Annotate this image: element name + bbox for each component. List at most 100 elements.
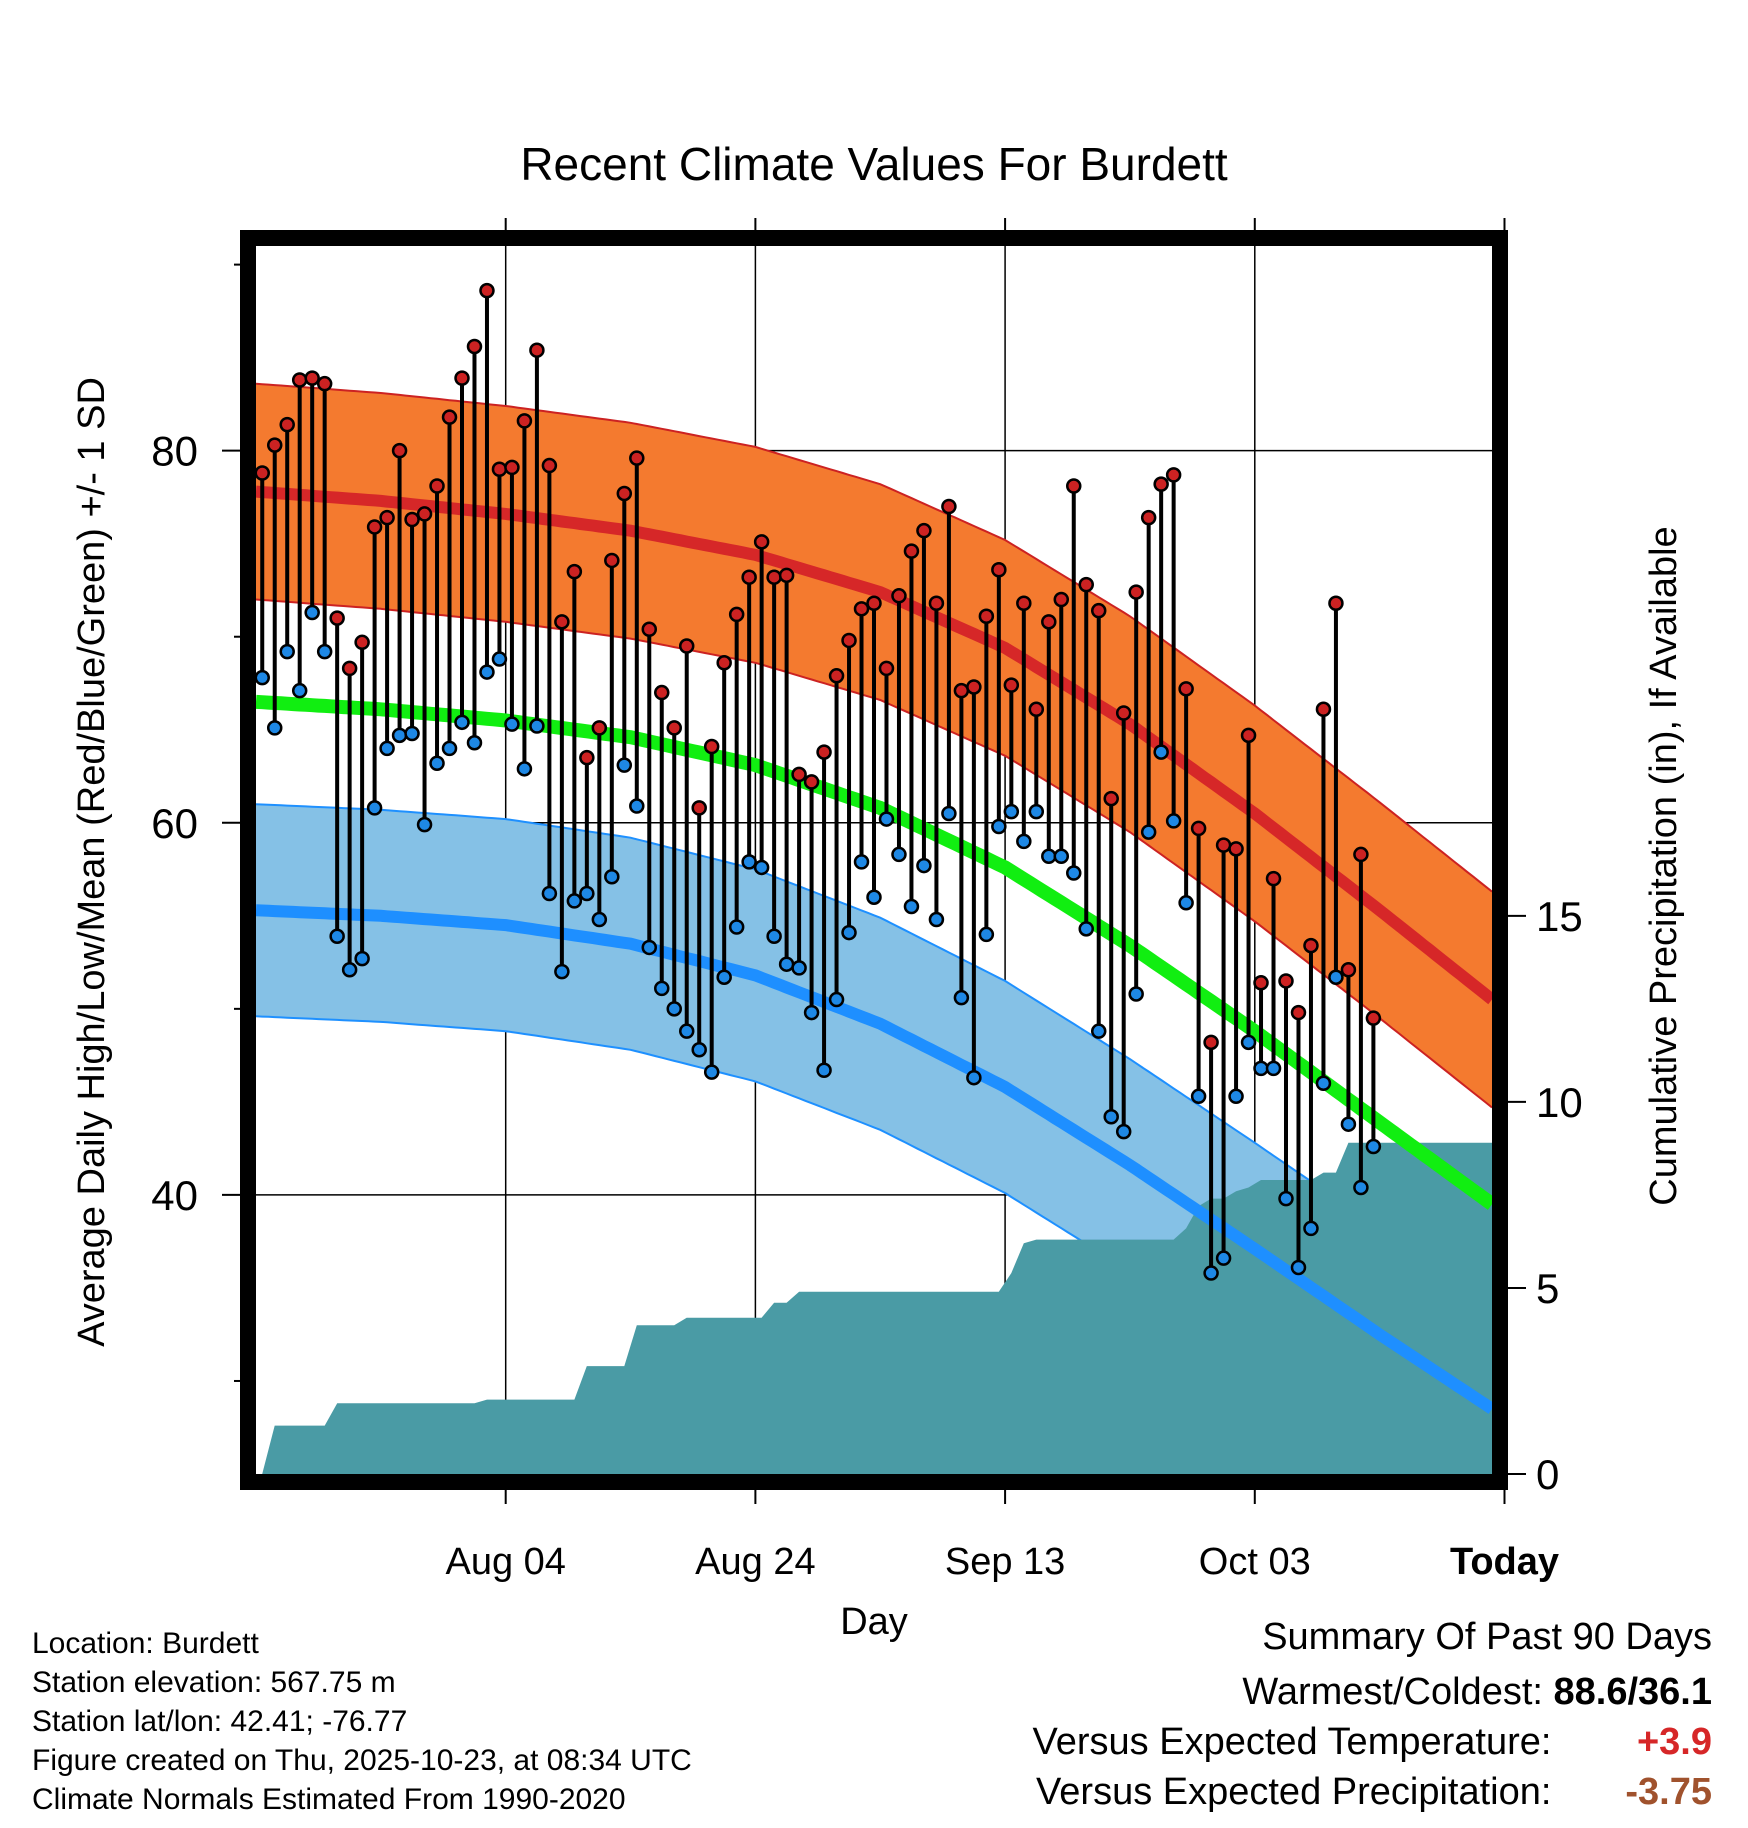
daily-low-point [466, 735, 483, 751]
daily-low-point [803, 1004, 820, 1021]
daily-low-point [828, 991, 845, 1008]
daily-high-point [266, 437, 283, 453]
daily-low-point [691, 1042, 707, 1058]
daily-low-point [529, 718, 545, 734]
daily-high-point [1128, 584, 1144, 600]
daily-high-point [928, 595, 945, 611]
daily-low-point [1190, 1088, 1207, 1105]
daily-high-point [1115, 705, 1132, 721]
daily-high-point [1003, 677, 1020, 693]
daily-high-point [666, 720, 682, 736]
daily-low-point [1140, 824, 1157, 840]
precip-deviation-row: Versus Expected Precipitation: -3.75 [1033, 1767, 1712, 1817]
daily-high-point [678, 638, 695, 654]
temp-deviation-label: Versus Expected Temperature: [1032, 1721, 1552, 1763]
daily-high-point [466, 338, 483, 355]
daily-high-point [1178, 681, 1194, 697]
plot-frame [240, 230, 1508, 1490]
daily-low-point [1203, 1265, 1219, 1281]
daily-low-point [1053, 848, 1070, 865]
daily-low-point [454, 714, 470, 731]
daily-high-point [404, 511, 420, 528]
daily-high-point [616, 485, 633, 502]
x-tick-label: Sep 13 [945, 1541, 1065, 1583]
daily-high-point [604, 552, 620, 569]
warmest-label: Warmest/Coldest: [1242, 1671, 1543, 1713]
daily-high-point [753, 534, 770, 550]
daily-low-point [1253, 1060, 1269, 1077]
daily-low-point [878, 811, 895, 827]
x-tick-label: Today [1450, 1541, 1559, 1583]
daily-low-point [441, 740, 458, 757]
daily-high-point [1066, 478, 1082, 494]
daily-high-point [291, 372, 308, 388]
y2-axis-label: Cumulative Precipitation (in), If Availa… [1643, 526, 1685, 1205]
daily-low-point [841, 924, 857, 941]
daily-high-point [816, 744, 832, 760]
daily-high-point [903, 543, 920, 559]
daily-low-point [616, 757, 633, 773]
daily-low-point [579, 885, 595, 902]
daily-low-point [366, 800, 383, 816]
daily-high-point [691, 800, 707, 816]
temp-deviation-row: Versus Expected Temperature: +3.9 [1033, 1717, 1712, 1767]
daily-low-point [1215, 1250, 1232, 1266]
chart-title: Recent Climate Values For Burdett [520, 138, 1228, 190]
x-axis-label: Day [840, 1601, 908, 1643]
precip-area [262, 1142, 1492, 1474]
x-tick-label: Aug 24 [695, 1541, 815, 1583]
y2-tick-label: 5 [1536, 1265, 1559, 1312]
daily-low-point [903, 898, 920, 915]
y-tick-label: 40 [151, 1172, 198, 1219]
daily-low-point [916, 857, 932, 874]
daily-low-point [429, 755, 445, 771]
daily-low-point [1315, 1075, 1332, 1092]
daily-low-point [728, 919, 745, 935]
daily-high-point [716, 655, 732, 671]
daily-high-point [703, 738, 720, 755]
daily-low-point [1165, 813, 1182, 829]
daily-high-point [504, 459, 520, 476]
daily-low-point [416, 816, 433, 833]
daily-high-point [591, 720, 608, 736]
y2-tick-label: 0 [1536, 1451, 1559, 1498]
daily-high-point [554, 614, 570, 630]
daily-high-point [1353, 846, 1369, 863]
normals-period-text: Climate Normals Estimated From 1990-2020 [32, 1783, 626, 1816]
daily-high-point [1153, 476, 1169, 492]
daily-low-point [1340, 1116, 1357, 1132]
daily-high-point [1315, 701, 1332, 718]
daily-high-point [366, 519, 383, 535]
daily-high-point [1078, 576, 1094, 593]
daily-low-point [1178, 895, 1194, 911]
daily-low-point [666, 1001, 682, 1017]
daily-high-point [279, 416, 295, 433]
x-tick-label: Oct 03 [1199, 1541, 1311, 1583]
daily-high-point [391, 442, 408, 459]
daily-low-point [654, 980, 670, 997]
daily-high-point [841, 632, 857, 649]
daily-high-point [1041, 614, 1057, 630]
summary-heading: Summary Of Past 90 Days [1262, 1616, 1712, 1658]
daily-high-point [641, 621, 658, 638]
daily-high-point [654, 684, 670, 701]
daily-low-point [279, 643, 295, 660]
daily-low-point [866, 889, 882, 905]
daily-low-point [753, 859, 770, 876]
precip-deviation-value: -3.75 [1625, 1771, 1712, 1813]
daily-high-point [429, 478, 445, 494]
daily-high-point [1328, 595, 1344, 611]
daily-low-point [1153, 744, 1169, 760]
daily-high-point [853, 601, 870, 617]
daily-low-point [1066, 865, 1082, 881]
daily-low-point [1016, 833, 1032, 850]
daily-low-point [1228, 1088, 1244, 1105]
daily-low-point [953, 989, 970, 1006]
daily-low-point [629, 798, 645, 814]
daily-high-point [1228, 841, 1244, 857]
daily-low-point [391, 727, 408, 744]
daily-high-point [1240, 727, 1257, 744]
daily-high-point [1290, 1004, 1307, 1021]
daily-low-point [566, 893, 583, 909]
